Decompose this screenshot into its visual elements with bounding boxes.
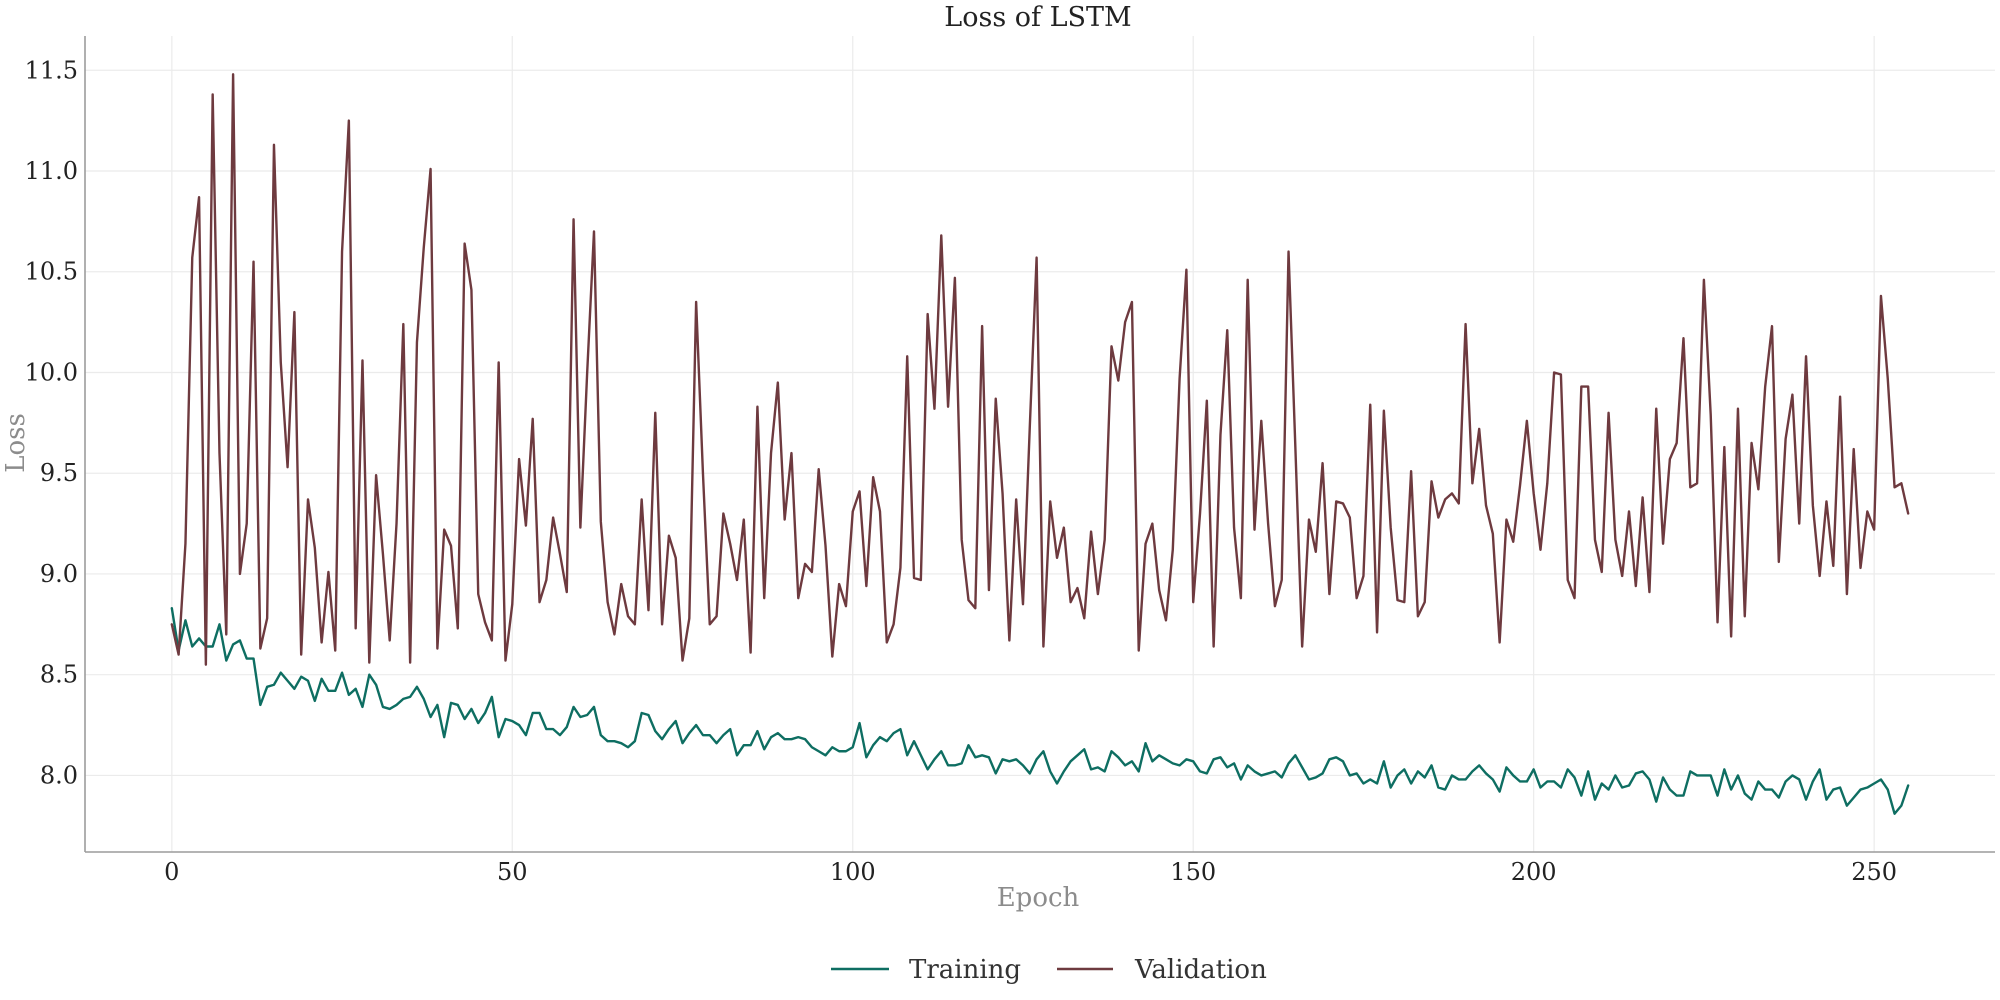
x-tick-label: 250 (1851, 858, 1897, 886)
x-tick-label: 50 (497, 858, 528, 886)
y-axis-ticks: 8.0 8.5 9.0 9.5 10.0 10.5 11.0 11.5 (25, 56, 78, 789)
y-tick-label: 10.5 (25, 258, 78, 286)
y-tick-label: 11.5 (25, 56, 78, 84)
series-line-training (170, 607, 1910, 815)
legend-label-validation: Validation (1134, 955, 1267, 985)
chart-title: Loss of LSTM (944, 2, 1131, 33)
x-axis-ticks: 0 50 100 150 200 250 (164, 858, 1897, 886)
legend-item-training: Training (831, 955, 1021, 985)
y-tick-label: 10.0 (25, 358, 78, 386)
y-tick-label: 9.5 (40, 459, 78, 487)
x-tick-label: 200 (1511, 858, 1557, 886)
y-axis-label: Loss (1, 413, 31, 473)
legend-label-training: Training (909, 955, 1021, 985)
y-tick-label: 9.0 (40, 560, 78, 588)
legend-item-validation: Validation (1057, 955, 1267, 985)
legend: Training Validation (831, 955, 1267, 985)
x-tick-label: 0 (164, 858, 179, 886)
x-axis-label: Epoch (997, 883, 1080, 913)
series-line-validation (170, 73, 1910, 666)
series-layer (170, 73, 1910, 815)
x-tick-label: 150 (1170, 858, 1216, 886)
y-tick-label: 8.5 (40, 661, 78, 689)
y-tick-label: 11.0 (25, 157, 78, 185)
y-tick-label: 8.0 (40, 761, 78, 789)
x-tick-label: 100 (830, 858, 876, 886)
